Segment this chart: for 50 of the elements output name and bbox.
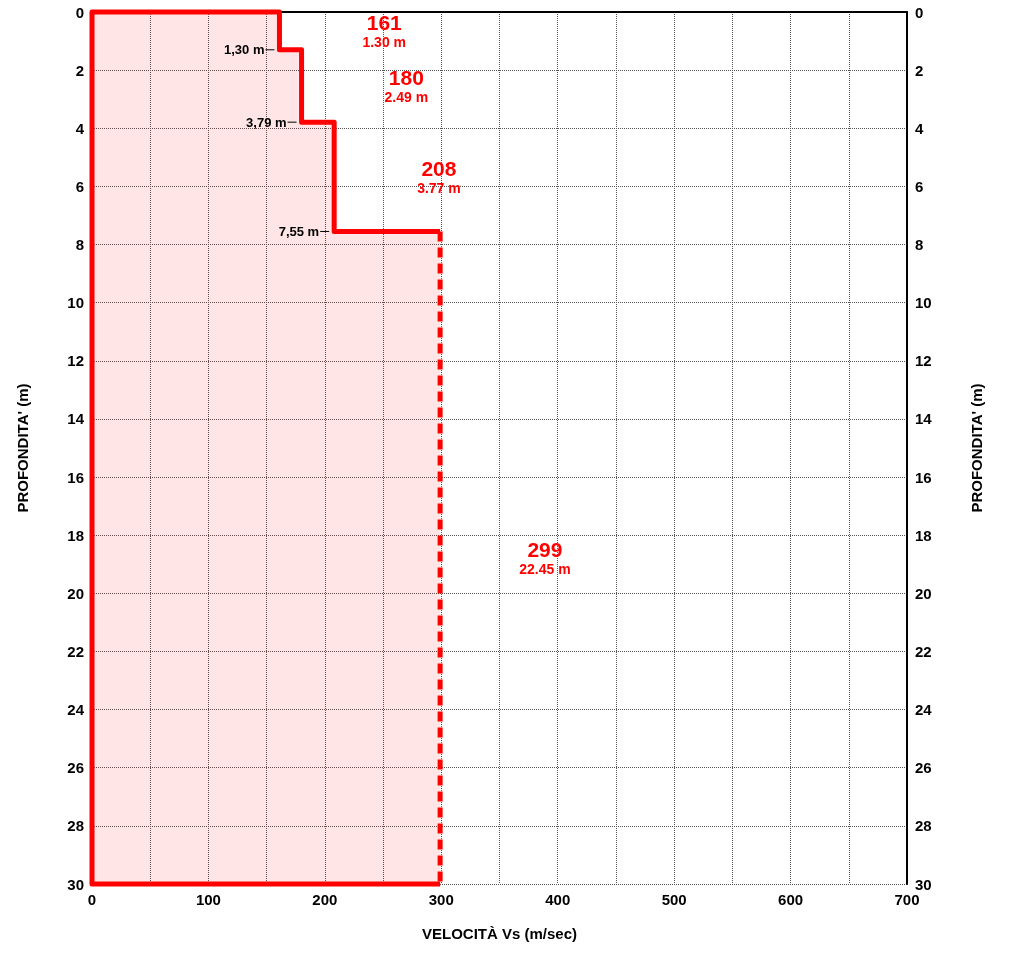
x-tick-label: 300 [428,891,454,908]
y2-tick-label: 10 [915,294,932,312]
y-tick-label: 0 [75,3,84,21]
y-tick-label: 12 [67,352,84,370]
y2-tick-label: 12 [915,352,932,370]
annotation: 7,55 m [278,223,320,239]
x-tick-label: 100 [195,891,221,908]
y2-tick-label: 18 [915,526,932,544]
y2-tick-label: 0 [915,3,924,21]
y2-tick-label: 28 [915,817,932,835]
y-tick-label: 24 [67,701,85,719]
y2-tick-label: 2 [915,61,924,79]
y-tick-label: 18 [67,526,84,544]
y-tick-label: 30 [67,875,84,893]
annotation: 299 22.45 m [519,538,571,577]
y2-tick-label: 6 [915,177,924,195]
y2-tick-label: 20 [915,584,932,602]
x-tick-label: 700 [894,891,920,908]
y-tick-label: 16 [67,468,84,486]
annotation: 208 3.77 m [417,157,461,196]
y-tick-label: 20 [67,584,84,602]
y-tick-label: 8 [75,236,84,254]
y-tick-label: 10 [67,294,84,312]
y2-tick-label: 24 [915,701,933,719]
y2-tick-label: 14 [915,410,933,428]
y2-tick-label: 16 [915,468,932,486]
y2-tick-label: 22 [915,642,932,660]
y-tick-label: 14 [67,410,85,428]
y-tick-label: 22 [67,642,84,660]
y2-tick-label: 8 [915,236,924,254]
annotation: 180 2.49 m [384,66,429,105]
y-tick-label: 4 [75,119,85,137]
x-axis-title: VELOCITÀ Vs (m/sec) [421,925,578,942]
y2-axis-title: PROFONDITA' (m) [968,383,985,513]
x-tick-label: 500 [661,891,687,908]
x-tick-label: 200 [312,891,338,908]
y-tick-label: 2 [75,61,84,79]
y-tick-label: 28 [67,817,84,835]
y2-tick-label: 30 [915,875,932,893]
annotation: 3,79 m [246,114,287,130]
x-tick-label: 600 [778,891,804,908]
annotation: 1,30 m [223,42,265,58]
x-tick-label: 400 [545,891,571,908]
y-axis-title: PROFONDITA' (m) [14,383,31,513]
y-tick-label: 6 [75,177,84,195]
x-tick-label: 0 [87,891,97,908]
y-tick-label: 26 [67,759,84,777]
y2-tick-label: 4 [915,119,924,137]
y2-tick-label: 26 [915,759,932,777]
annotation: 161 1.30 m [362,11,407,50]
